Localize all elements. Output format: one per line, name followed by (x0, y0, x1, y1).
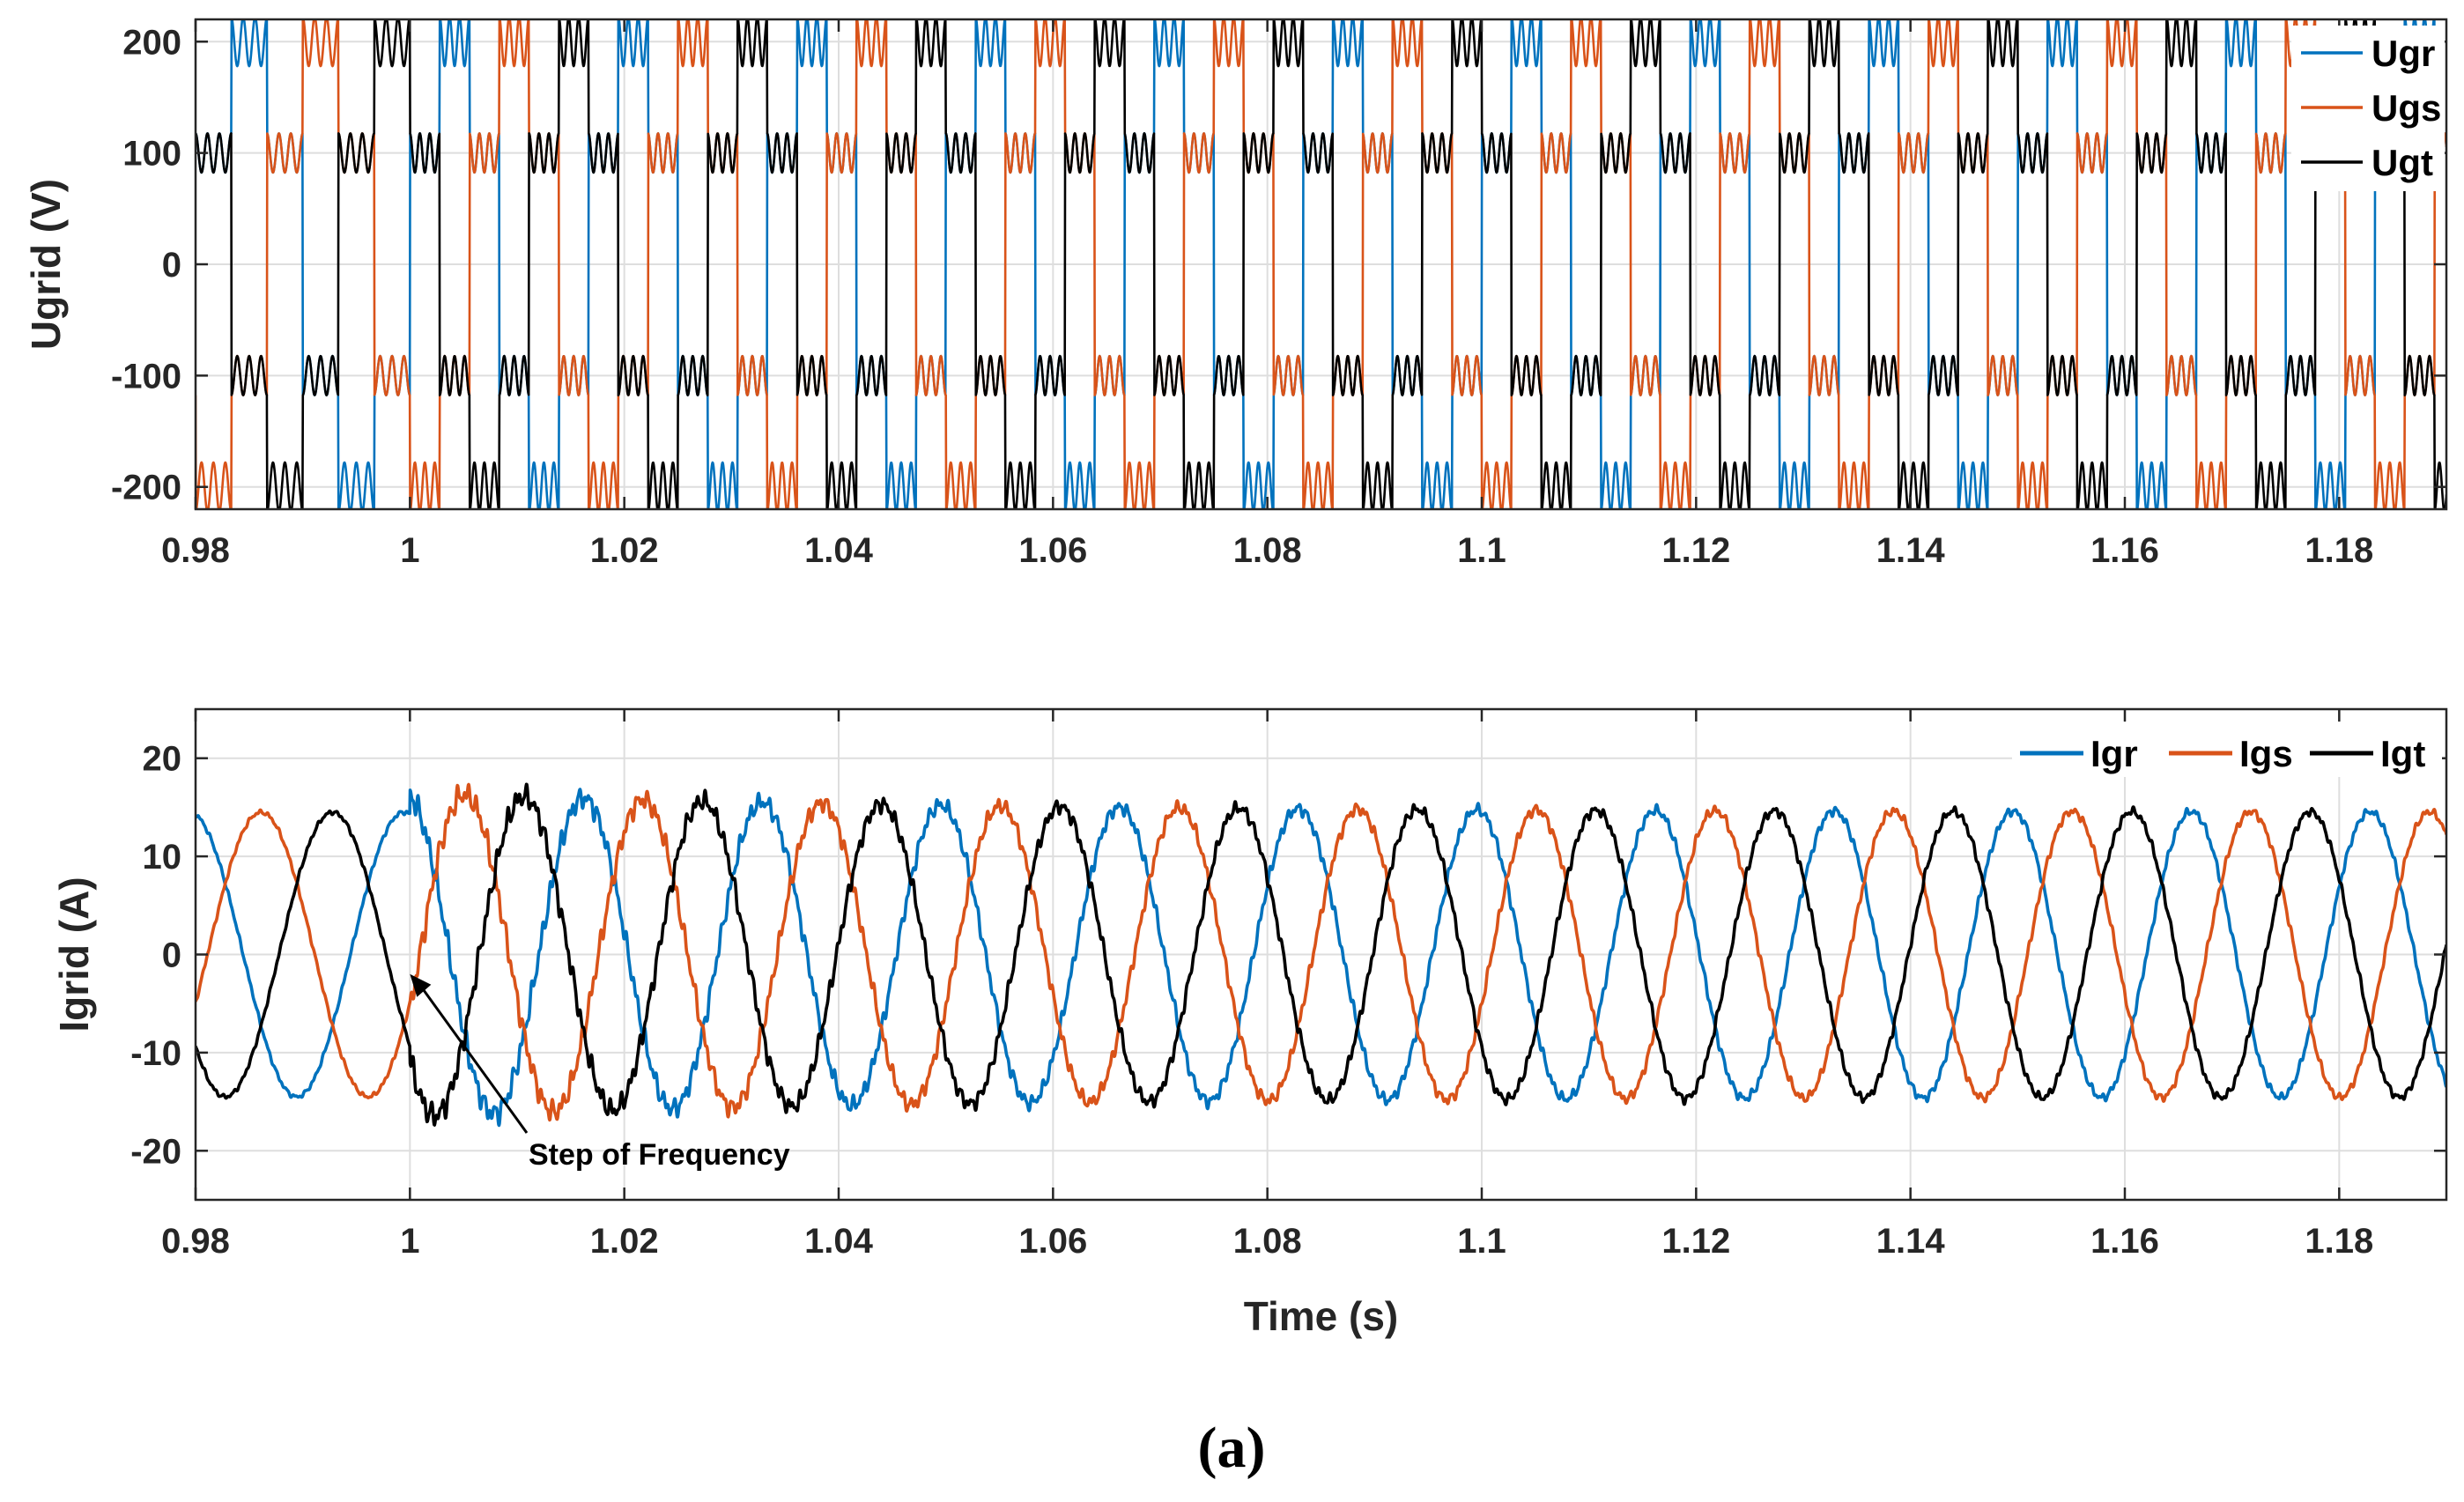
voltage-chart: 0.98 1 1.02 1.04 1.06 1.08 1.1 1.12 1.14 1.16 1.18… (23, 18, 2448, 570)
figure-caption: (a) (1198, 1416, 1266, 1480)
series-line-igr (196, 788, 2446, 1128)
y-tick-label: 0 (162, 936, 181, 975)
x-tick-label: 1 (400, 531, 419, 570)
series-line-igs (196, 782, 2446, 1122)
y-tick-label: -100 (111, 357, 181, 396)
x-axis-label: Time (s) (1244, 1293, 1399, 1339)
y-tick-label: -20 (130, 1132, 181, 1171)
y-tick-label: 100 (122, 135, 181, 174)
x-tick-label: 1.18 (2305, 1222, 2373, 1261)
x-tick-label: 1.18 (2305, 531, 2373, 570)
series-line-ugt (196, 19, 2446, 509)
current-chart: 0.98 1 1.02 1.04 1.06 1.08 1.1 1.12 1.14 1.16 1.18… (51, 707, 2448, 1339)
legend-label-ugs: Ugs (2372, 87, 2441, 129)
x-tick-label: 1.08 (1233, 1222, 1302, 1261)
legend-label-igs: Igs (2239, 733, 2293, 774)
y-axis-label: Igrid (A) (51, 877, 97, 1032)
x-tick-label: 1.04 (804, 531, 874, 570)
annotation-arrow (421, 987, 529, 1134)
x-tick-label: 1.1 (1457, 1222, 1506, 1261)
y-tick-label: -10 (130, 1034, 181, 1073)
y-tick-label: 200 (122, 23, 181, 62)
x-tick-label: 0.98 (161, 531, 230, 570)
x-tick-label: 1.08 (1233, 531, 1302, 570)
annotation-arrow-head (410, 973, 432, 997)
legend-label-ugr: Ugr (2372, 33, 2435, 74)
y-tick-label: 20 (143, 740, 182, 779)
legend-label-ugt: Ugt (2372, 142, 2433, 183)
x-tick-label: 1 (400, 1222, 419, 1261)
x-tick-label: 1.1 (1457, 531, 1506, 570)
x-tick-label: 1.06 (1018, 1222, 1087, 1261)
x-tick-label: 1.14 (1876, 531, 1946, 570)
x-tick-label: 1.02 (590, 1222, 659, 1261)
y-tick-label: 10 (143, 838, 182, 877)
x-tick-label: 1.14 (1876, 1222, 1946, 1261)
x-tick-label: 1.12 (1661, 1222, 1730, 1261)
x-tick-label: 1.06 (1018, 531, 1087, 570)
y-axis-label: Ugrid (V) (23, 179, 69, 350)
x-tick-label: 0.98 (161, 1222, 230, 1261)
x-tick-label: 1.02 (590, 531, 659, 570)
legend-label-igr: Igr (2090, 733, 2138, 774)
x-tick-label: 1.12 (1661, 531, 1730, 570)
x-tick-label: 1.16 (2090, 531, 2159, 570)
x-tick-label: 1.16 (2090, 1222, 2159, 1261)
x-tick-label: 1.04 (804, 1222, 874, 1261)
legend-label-igt: Igt (2380, 733, 2425, 774)
y-tick-label: 0 (162, 246, 181, 285)
legend-box (2012, 722, 2442, 777)
annotation-label: Step of Frequency (529, 1138, 790, 1172)
y-tick-label: -200 (111, 469, 181, 507)
series-line-igt (196, 782, 2446, 1127)
